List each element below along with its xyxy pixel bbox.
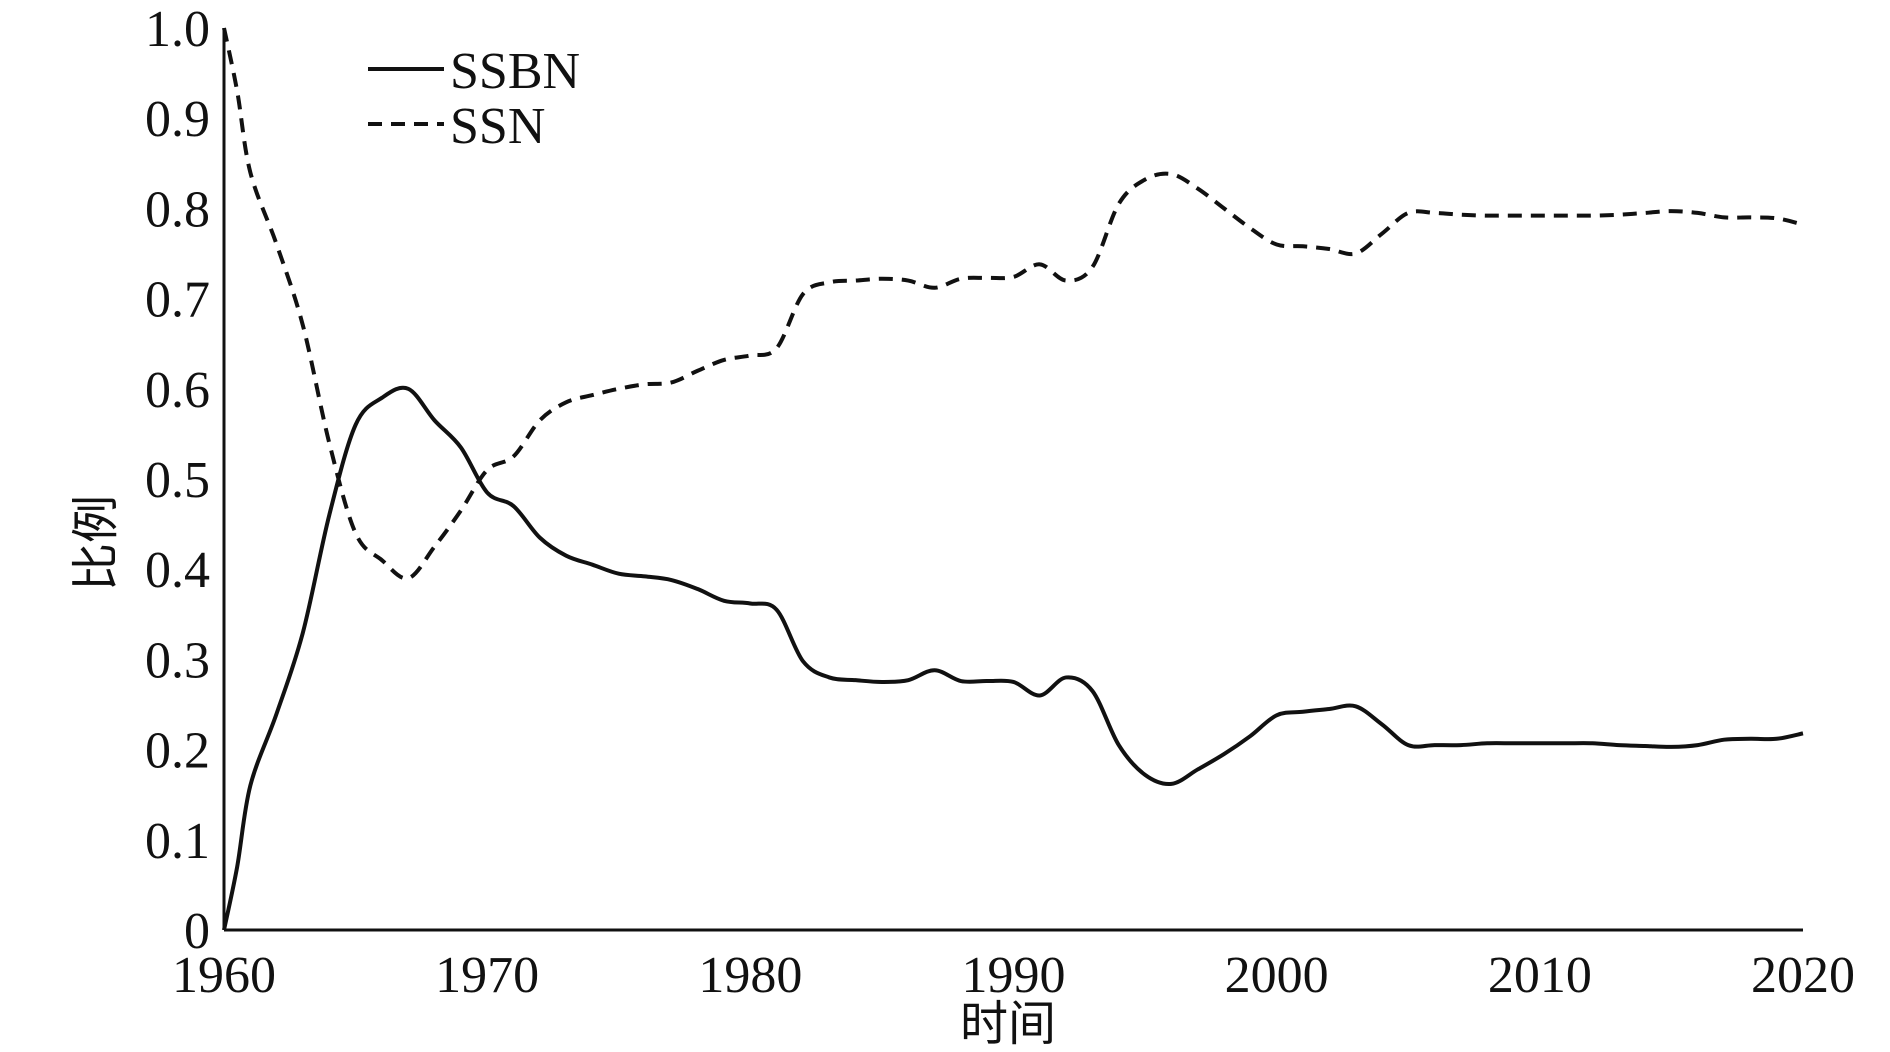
axes [222, 28, 1803, 932]
y-tick-label: 1.0 [145, 1, 210, 58]
y-tick-label: 0.6 [145, 362, 210, 419]
y-axis-title: 比例 [68, 495, 124, 591]
y-tick-label: 0.2 [145, 723, 210, 780]
y-tick-label: 0.9 [145, 91, 210, 148]
y-tick-label: 0.3 [145, 632, 210, 689]
x-tick-label: 1970 [435, 947, 539, 1004]
y-tick-label: 0 [184, 903, 210, 960]
x-tick-label: 1990 [962, 947, 1066, 1004]
y-tick-label: 0.1 [145, 813, 210, 870]
x-tick-labels: 1960 1970 1980 1990 2000 2010 2020 [172, 947, 1855, 1004]
series-line-ssbn [222, 385, 1804, 931]
y-tick-labels: 0 0.1 0.2 0.3 0.4 0.5 0.6 0.7 0.8 0.9 1.0 [145, 1, 210, 960]
x-tick-label: 2020 [1751, 947, 1855, 1004]
x-tick-label: 2010 [1488, 947, 1592, 1004]
series-line-ssn [222, 27, 1804, 581]
y-tick-label: 0.5 [145, 452, 210, 509]
legend-label-ssbn: SSBN [450, 43, 580, 100]
x-tick-label: 1980 [698, 947, 802, 1004]
x-tick-label: 1960 [172, 947, 276, 1004]
x-axis-title: 时间 [960, 996, 1056, 1052]
y-tick-label: 0.4 [145, 542, 210, 599]
series-layer [222, 27, 1804, 931]
y-tick-label: 0.8 [145, 181, 210, 238]
x-tick-label: 2000 [1225, 947, 1329, 1004]
y-tick-label: 0.7 [145, 272, 210, 329]
legend-label-ssn: SSN [450, 98, 545, 155]
legend: SSBN SSN [368, 43, 580, 155]
